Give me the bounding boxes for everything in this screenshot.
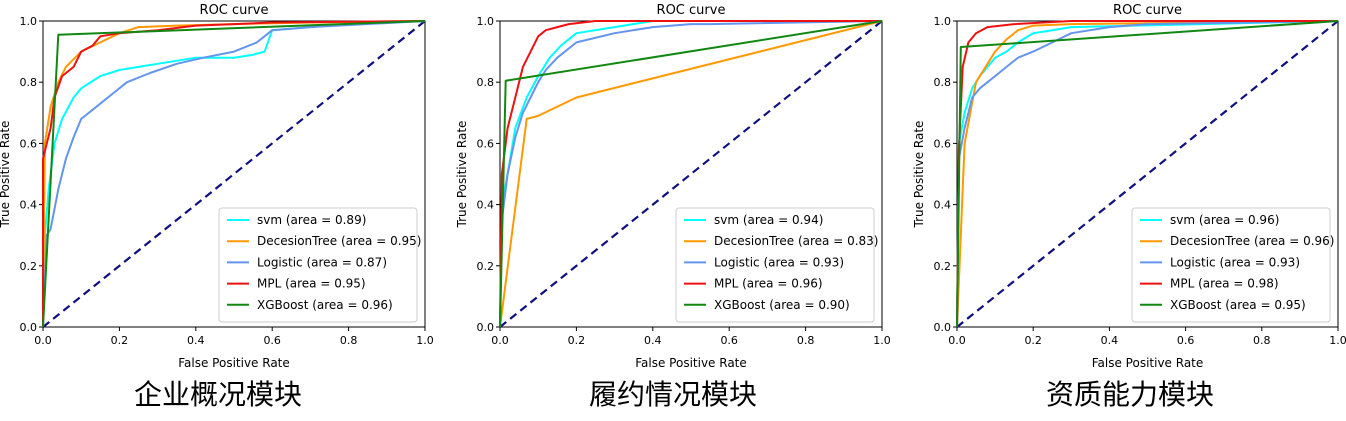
legend-entry: Logistic (area = 0.93) [714,255,844,269]
module-caption: 履约情况模块 [589,378,757,411]
x-tick-label: 0.4 [187,334,205,347]
legend-entry: svm (area = 0.89) [257,213,366,227]
y-tick-label: 0.2 [934,260,952,273]
y-tick-label: 1.0 [477,15,495,28]
x-tick-label: 0.6 [263,334,281,347]
y-tick-label: 0.8 [20,76,38,89]
legend-box [1131,207,1331,323]
module-caption: 资质能力模块 [1046,378,1214,411]
roc-panel: ROC curve 0.0 0.2 0.4 0.6 0.8 1.0 0.0 0.2 0.4 0.6 0… [912,3,1346,411]
diagonal-reference-line [499,20,883,328]
roc-panel: ROC curve 0.0 0.2 0.4 0.6 0.8 1.0 0.0 0.2 0.4 0.6 0… [455,3,891,411]
x-tick-label: 0.6 [720,334,738,347]
y-tick-label: 1.0 [20,15,38,28]
legend-entry: XGBoost (area = 0.95) [1170,298,1306,312]
x-tick-label: 0.8 [1253,334,1271,347]
y-tick-label: 0.6 [934,137,952,150]
x-axis-label: False Positive Rate [1092,356,1204,370]
x-tick-label: 0.4 [1101,334,1119,347]
y-tick-label: 0.0 [20,321,38,334]
legend-box [675,207,875,323]
y-tick-label: 0.4 [934,199,952,212]
roc-curve-mpl [42,20,426,327]
y-tick-label: 0.6 [477,137,495,150]
y-tick-label: 0.8 [934,76,952,89]
diagonal-reference-line [42,20,426,328]
x-tick-label: 1.0 [873,334,891,347]
y-tick-label: 0.6 [20,137,38,150]
y-tick-label: 0.0 [477,321,495,334]
x-tick-label: 1.0 [1329,334,1346,347]
y-tick-label: 1.0 [934,15,952,28]
legend-entry: MPL (area = 0.96) [714,277,823,291]
module-caption: 企业概况模块 [134,378,302,411]
chart-title: ROC curve [1113,3,1182,18]
y-axis-label: True Positive Rate [455,121,469,229]
legend-entry: DecesionTree (area = 0.95) [257,234,421,248]
roc-curve-xgboost [499,20,883,328]
legend-entry: XGBoost (area = 0.96) [257,298,393,312]
roc-curve-logistic [956,20,1339,328]
x-tick-label: 0.2 [111,334,129,347]
x-tick-label: 0.0 [491,334,509,347]
legend-entry: XGBoost (area = 0.90) [714,298,850,312]
x-tick-label: 0.0 [34,334,52,347]
x-tick-label: 0.6 [1177,334,1195,347]
legend-entry: MPL (area = 0.98) [1170,277,1279,291]
roc-curve-mpl [499,20,882,328]
y-axis-label: True Positive Rate [912,121,926,229]
legend-box [218,207,418,323]
roc-curve-xgboost [956,20,1339,328]
diagonal-reference-line [956,20,1339,328]
legend-entry: svm (area = 0.94) [714,213,823,227]
x-tick-label: 0.2 [568,334,586,347]
y-axis-label: True Positive Rate [0,121,12,229]
legend-entry: DecesionTree (area = 0.96) [1170,234,1334,248]
x-tick-label: 0.8 [340,334,358,347]
roc-curve-svm [956,20,1339,328]
roc-curve-decesiontree [499,20,883,328]
y-tick-label: 0.0 [934,321,952,334]
roc-curve-xgboost [42,20,426,328]
y-tick-label: 0.2 [477,260,495,273]
x-axis-label: False Positive Rate [178,356,290,370]
legend-entry: svm (area = 0.96) [1170,213,1279,227]
legend-entry: Logistic (area = 0.87) [257,255,387,269]
legend-entry: Logistic (area = 0.93) [1170,255,1300,269]
roc-curve-logistic [42,20,426,328]
y-tick-label: 0.8 [477,76,495,89]
chart-title: ROC curve [657,3,726,18]
legend-entry: DecesionTree (area = 0.83) [714,234,878,248]
y-tick-label: 0.2 [20,260,38,273]
y-tick-label: 0.4 [20,199,38,212]
legend-entry: MPL (area = 0.95) [257,277,366,291]
roc-curve-logistic [499,20,883,328]
chart-title: ROC curve [200,3,269,18]
x-tick-label: 0.4 [644,334,662,347]
x-tick-label: 1.0 [416,334,434,347]
roc-panel: ROC curve 0.0 0.2 0.4 0.6 0.8 1.0 0.0 0.2 0.4 0.6 0… [0,3,434,411]
x-tick-label: 0.2 [1024,334,1042,347]
x-axis-label: False Positive Rate [635,356,747,370]
roc-curve-decesiontree [956,20,1339,328]
y-tick-label: 0.4 [477,199,495,212]
x-tick-label: 0.0 [948,334,966,347]
x-tick-label: 0.8 [797,334,815,347]
